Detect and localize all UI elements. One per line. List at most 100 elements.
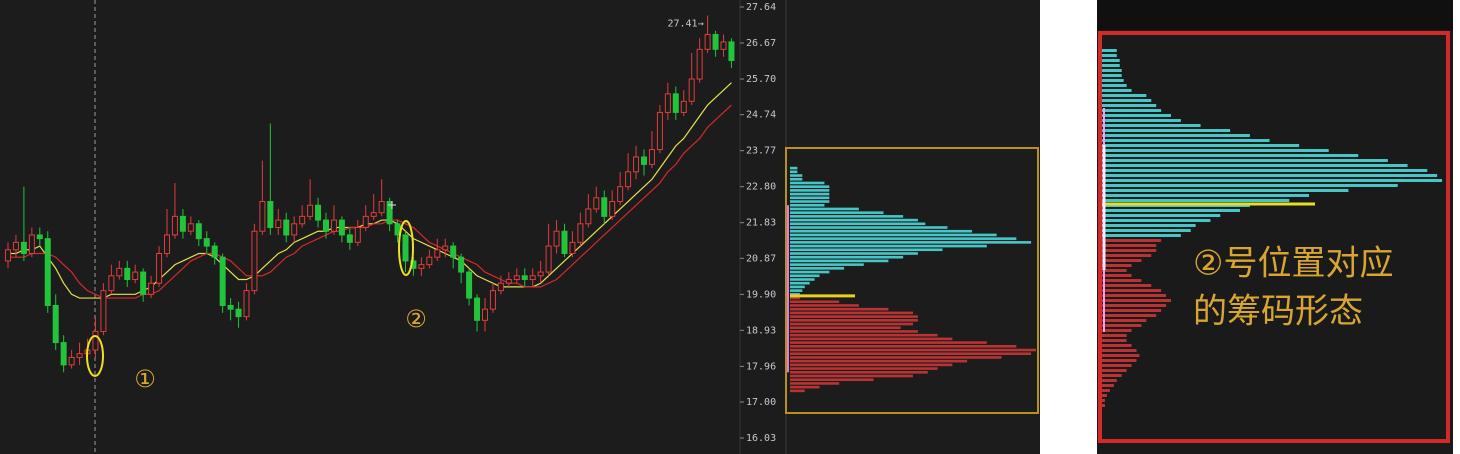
- y-tick-label: 18.93: [746, 325, 776, 336]
- candle-body: [569, 241, 576, 254]
- candle-body: [402, 234, 409, 262]
- chip-bar: [790, 341, 987, 344]
- chip-bar: [790, 215, 904, 218]
- candle-body: [720, 41, 727, 50]
- chip-bar: [1102, 189, 1349, 192]
- y-tick-label: 25.70: [746, 74, 776, 85]
- chip-bar: [1102, 354, 1140, 357]
- candle-body: [259, 201, 266, 232]
- chip-bar: [1102, 164, 1408, 167]
- candle-body: [164, 234, 170, 254]
- chip-bar: [790, 203, 825, 207]
- candle-body: [466, 271, 473, 299]
- chip-bar: [1102, 224, 1196, 227]
- chip-bar: [790, 259, 889, 263]
- chip-bar: [1102, 404, 1105, 407]
- caption: 的筹码形态: [1193, 292, 1363, 332]
- candle-body: [346, 234, 353, 243]
- chip-bar: [790, 285, 805, 289]
- candle-body: [680, 100, 687, 113]
- candle-body: [140, 271, 147, 295]
- y-tick-label: 24.74: [746, 110, 776, 121]
- chip-bar: [1102, 229, 1191, 232]
- chip-bar: [790, 370, 928, 374]
- chip-bar: [790, 218, 918, 222]
- candle-body: [299, 215, 306, 225]
- chip-bar: [1102, 59, 1120, 62]
- highlight-ellipse: [86, 335, 104, 377]
- candle-body: [418, 264, 425, 269]
- candle-body: [323, 219, 329, 232]
- candle-body: [545, 245, 552, 273]
- chip-bar: [1102, 184, 1398, 187]
- y-tick-label: 27.64: [746, 2, 776, 13]
- chip-bar: [1102, 119, 1181, 122]
- chip-bar: [790, 200, 830, 203]
- chip-bar: [790, 189, 830, 192]
- y-tick-label: 22.80: [746, 182, 776, 193]
- candle-body: [354, 227, 361, 243]
- candle-body: [44, 238, 51, 306]
- candle-body: [442, 245, 449, 251]
- chip-bar: [1102, 149, 1329, 152]
- candle-body: [195, 223, 202, 240]
- chip-bar: [790, 255, 904, 259]
- candle-body: [529, 275, 536, 280]
- chip-bar: [1102, 219, 1211, 222]
- chip-bar: [1102, 294, 1167, 297]
- y-tick-label: 17.96: [746, 361, 776, 372]
- candle-body: [100, 290, 107, 332]
- annotation: ①: [134, 365, 156, 393]
- chip-bar: [1102, 144, 1300, 147]
- chip-bar: [790, 296, 800, 300]
- chip-bar: [790, 192, 830, 196]
- chip-bar: [790, 348, 1036, 352]
- chip-bar: [1102, 169, 1428, 172]
- chip-bar: [790, 166, 798, 170]
- chip-bar: [790, 311, 913, 315]
- chip-bar: [790, 382, 840, 385]
- chip-bar: [790, 322, 913, 326]
- candle-body: [712, 33, 719, 50]
- y-tick-label: 21.83: [746, 218, 776, 229]
- chip-bar: [790, 330, 918, 333]
- chip-bar: [790, 385, 820, 389]
- chip-bar: [790, 237, 1017, 240]
- candle-body: [108, 275, 115, 292]
- chip-bar: [1102, 99, 1152, 102]
- chip-bar: [790, 270, 830, 274]
- chip-bar: [790, 185, 830, 188]
- chip-bar: [1102, 54, 1117, 57]
- y-tick-label: 19.90: [746, 289, 776, 300]
- candle-body: [656, 111, 663, 151]
- candle-body: [267, 201, 274, 229]
- chip-bar: [790, 267, 845, 270]
- chip-bar: [1102, 139, 1270, 142]
- chip-bar: [790, 177, 803, 181]
- candle-body: [688, 78, 695, 102]
- candle-body: [68, 356, 75, 366]
- chip-bar: [1102, 199, 1290, 202]
- chip-bar: [790, 367, 938, 370]
- chip-bar: [790, 241, 1032, 244]
- chip-bar: [1102, 339, 1127, 342]
- chip-bar: [1102, 259, 1142, 262]
- chip-bar: [1102, 159, 1388, 162]
- chip-bar: [790, 196, 830, 200]
- chip-bar: [1102, 329, 1132, 332]
- candle-body: [283, 219, 290, 236]
- chip-bar: [790, 337, 953, 341]
- annotation: ②: [405, 305, 427, 333]
- candle-body: [585, 208, 592, 225]
- y-tick-label: 16.03: [746, 433, 776, 444]
- chip-bar: [1102, 264, 1132, 267]
- chip-bar: [1102, 209, 1240, 212]
- chip-bar: [1102, 314, 1157, 317]
- candle-body: [601, 197, 608, 217]
- chip-bar: [1102, 114, 1171, 117]
- chip-bar: [1102, 374, 1122, 377]
- candle-body: [116, 267, 123, 277]
- chip-bar: [790, 244, 987, 248]
- caption: ②号位置对应: [1193, 244, 1393, 284]
